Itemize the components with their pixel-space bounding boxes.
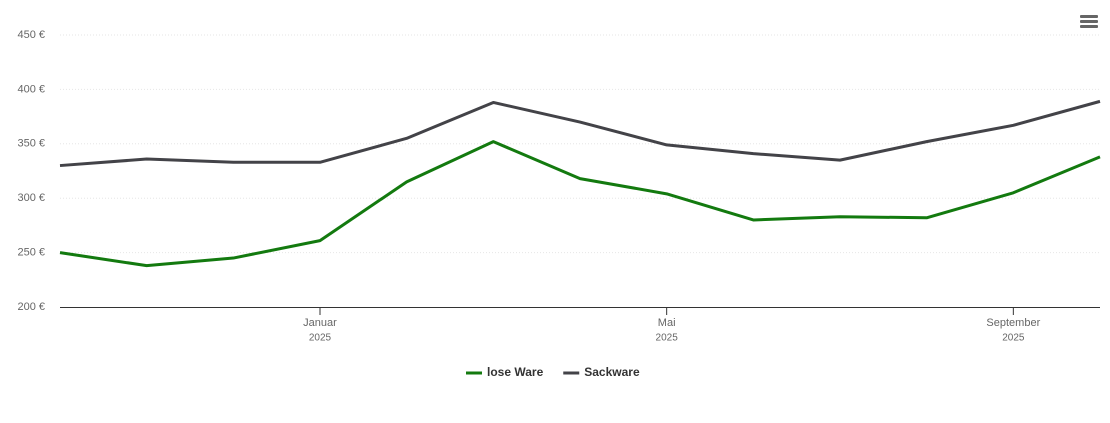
y-tick-label: 250 € <box>17 247 45 259</box>
x-tick-sublabel: 2025 <box>656 333 679 344</box>
legend: lose Ware Sackware <box>466 365 640 379</box>
menu-bar <box>1080 25 1098 28</box>
legend-item[interactable]: lose Ware <box>466 365 544 379</box>
y-tick-label: 450 € <box>17 29 45 41</box>
y-tick-label: 300 € <box>17 192 45 204</box>
legend-label: Sackware <box>584 365 640 379</box>
x-tick-sublabel: 2025 <box>309 333 332 344</box>
y-tick-label: 200 € <box>17 301 45 313</box>
line-series <box>59 140 1101 268</box>
line-series <box>59 99 1101 168</box>
menu-button[interactable] <box>1080 15 1098 28</box>
menu-bar <box>1080 15 1098 18</box>
x-tick-sublabel: 2025 <box>1002 333 1025 344</box>
y-tick-label: 400 € <box>17 83 45 95</box>
x-tick-label: September <box>986 317 1040 329</box>
menu-bar <box>1080 20 1098 23</box>
legend-label: lose Ware <box>487 365 544 379</box>
x-tick-label: Januar <box>303 317 337 329</box>
y-tick-label: 350 € <box>17 138 45 150</box>
x-tick-label: Mai <box>658 317 676 329</box>
legend-item[interactable]: Sackware <box>563 365 640 379</box>
